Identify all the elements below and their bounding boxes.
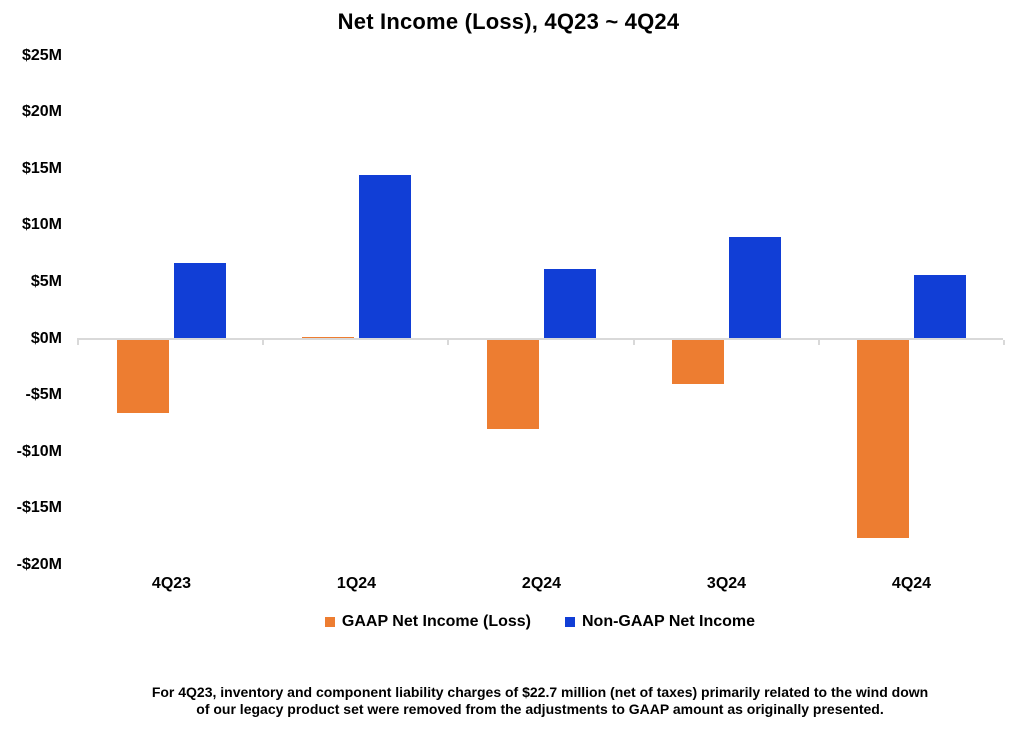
- zero-axis-line: [77, 337, 1003, 340]
- y-tick-label: -$20M: [16, 555, 62, 573]
- bar-non-gaap-4q24: [914, 275, 966, 339]
- axis-tick: [447, 339, 450, 345]
- footnote-line-2: of our legacy product set were removed f…: [196, 701, 884, 717]
- y-tick-label: $20M: [21, 103, 62, 121]
- axis-tick: [262, 339, 265, 345]
- bar-non-gaap-1q24: [359, 175, 411, 339]
- axis-tick: [817, 339, 820, 345]
- bar-non-gaap-3q24: [729, 236, 781, 339]
- x-tick-label: 4Q24: [891, 575, 932, 592]
- axis-tick: [77, 339, 79, 345]
- x-tick-label: 3Q24: [706, 575, 747, 592]
- footnote: For 4Q23, inventory and component liabil…: [77, 684, 1003, 718]
- bar-gaap-4q23: [117, 338, 169, 414]
- bar-gaap-3q24: [672, 338, 724, 384]
- y-tick-label: -$10M: [16, 442, 62, 460]
- bar-gaap-2q24: [487, 338, 539, 430]
- legend: GAAP Net Income (Loss) Non-GAAP Net Incom…: [77, 612, 1003, 631]
- bar-gaap-4q24: [857, 338, 909, 538]
- legend-swatch-icon: [565, 616, 575, 627]
- bar-non-gaap-4q23: [174, 262, 226, 339]
- axis-tick: [632, 339, 635, 345]
- y-axis-labels: $25M $20M $15M $10M $5M $0M -$5M -$10M -$15M -$20…: [0, 0, 62, 600]
- footnote-line-1: For 4Q23, inventory and component liabil…: [151, 684, 929, 700]
- x-tick-label: 2Q24: [521, 575, 562, 592]
- legend-label: Non-GAAP Net Income: [582, 613, 756, 630]
- x-tick-label: 1Q24: [336, 575, 377, 592]
- y-tick-label: $10M: [21, 216, 62, 234]
- legend-item-non-gaap: Non-GAAP Net Income: [565, 612, 755, 631]
- y-tick-label: -$5M: [25, 386, 62, 404]
- axis-tick: [1003, 339, 1005, 345]
- y-tick-label: -$15M: [16, 499, 62, 517]
- y-tick-label: $5M: [30, 272, 62, 290]
- y-tick-label: $15M: [21, 159, 62, 177]
- y-tick-label: $25M: [21, 46, 62, 64]
- chart-title: Net Income (Loss), 4Q23 ~ 4Q24: [337, 9, 680, 34]
- legend-item-gaap: GAAP Net Income (Loss): [324, 612, 531, 631]
- x-tick-label: 4Q23: [151, 575, 192, 592]
- y-tick-label: $0M: [30, 329, 62, 347]
- legend-label: GAAP Net Income (Loss): [341, 613, 531, 630]
- legend-swatch-icon: [324, 616, 335, 627]
- bar-non-gaap-2q24: [544, 269, 596, 339]
